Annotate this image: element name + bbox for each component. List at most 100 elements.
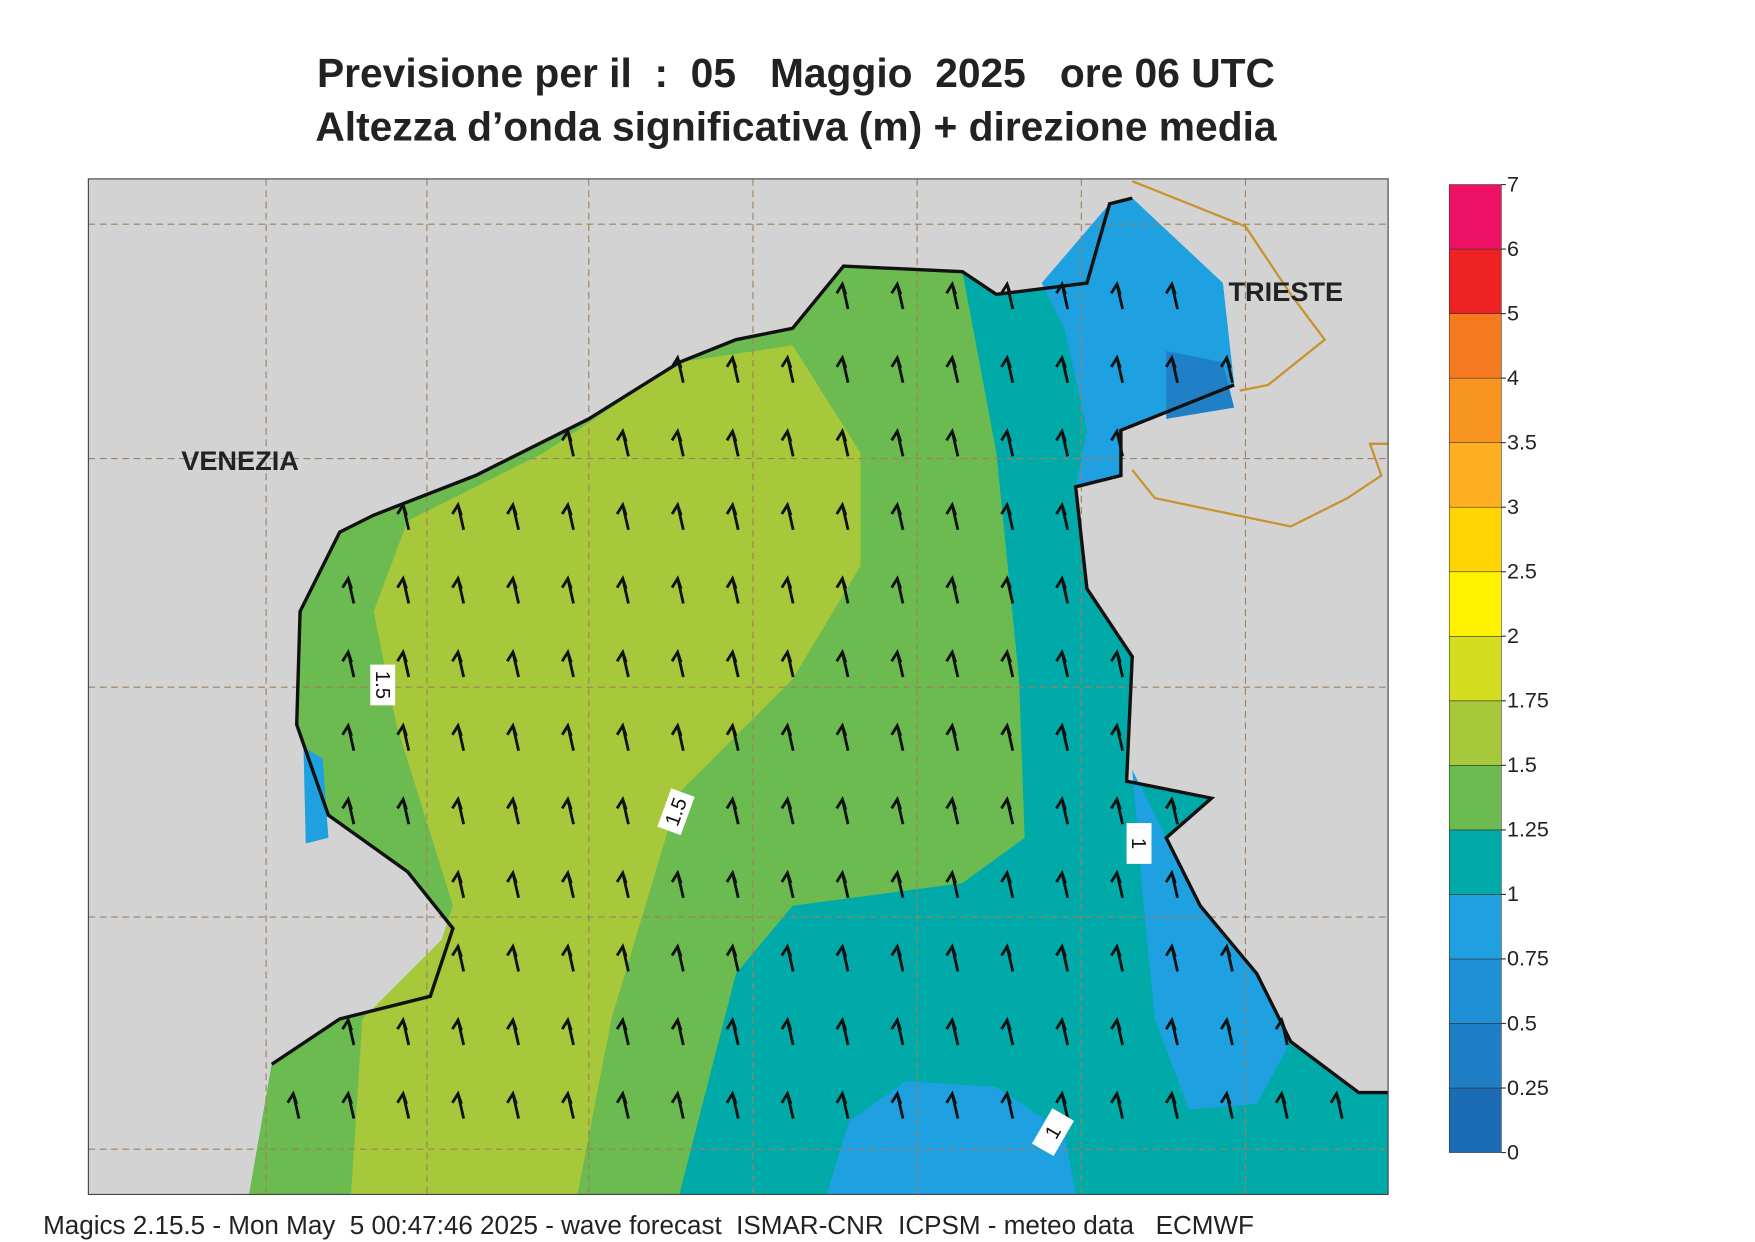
arrow (835, 722, 850, 751)
arrow (560, 428, 575, 457)
arrow (780, 943, 795, 972)
arrow (560, 501, 575, 531)
arrow (560, 1090, 575, 1119)
arrow (890, 575, 905, 604)
arrow (780, 648, 795, 678)
contour-label-text: 1 (1127, 838, 1149, 849)
colorbar: 0 0.25 0.5 0.75 1 1.25 1.5 1.75 2 2.5 3 3.5 4 5 6 7 (1448, 172, 1549, 1164)
contour-label-text: 1.5 (371, 671, 393, 699)
colorbar-bin (1448, 313, 1502, 379)
colorbar-bin (1448, 636, 1502, 702)
arrow (615, 648, 630, 678)
arrow (1055, 354, 1070, 383)
arrow (396, 501, 411, 531)
arrow (1000, 501, 1015, 531)
colorbar-bin (1448, 377, 1502, 443)
arrow (341, 722, 356, 751)
arrow (1055, 428, 1070, 457)
arrow (615, 575, 630, 604)
arrow (945, 722, 960, 751)
colorbar-label: 0.75 (1507, 947, 1549, 971)
arrow (890, 796, 905, 825)
arrow (451, 943, 466, 972)
arrow (945, 428, 960, 457)
arrow (1000, 869, 1015, 899)
contour-label-box (1126, 823, 1152, 864)
arrow (1000, 354, 1015, 383)
arrow (945, 1090, 960, 1119)
map (88, 178, 1389, 1195)
arrow (780, 428, 795, 457)
arrow (506, 648, 520, 678)
arrow (1055, 869, 1070, 899)
arrow (945, 280, 960, 310)
zone-yellowgreen (351, 345, 861, 1195)
arrow (725, 354, 740, 383)
arrow (670, 501, 685, 531)
arrow (945, 796, 960, 825)
arrow (780, 1090, 795, 1119)
arrow (506, 796, 520, 825)
arrow (1165, 1016, 1179, 1046)
colorbar-label: 1.75 (1507, 689, 1549, 713)
arrow (835, 796, 850, 825)
arrow (1000, 575, 1015, 604)
arrow (1110, 796, 1124, 825)
arrow (835, 428, 850, 457)
arrow (560, 575, 575, 604)
arrow (1110, 1016, 1124, 1046)
contour-label-box (1032, 1108, 1074, 1157)
arrow (506, 869, 520, 899)
arrow (506, 1090, 520, 1119)
colorbar-bin (1448, 765, 1502, 831)
arrow (670, 354, 685, 383)
arrow (835, 1090, 850, 1119)
arrow (725, 648, 740, 678)
arrow (835, 354, 850, 383)
arrow (396, 796, 411, 825)
arrow (945, 501, 960, 531)
arrow (1055, 280, 1070, 310)
arrow (835, 575, 850, 604)
arrow (1000, 648, 1015, 678)
colorbar-label: 2 (1507, 624, 1519, 648)
arrow (506, 575, 520, 604)
arrow (560, 943, 575, 972)
arrow (1000, 428, 1015, 457)
arrow (506, 943, 520, 972)
arrow (341, 1090, 356, 1119)
border (1131, 180, 1389, 528)
arrow (1000, 796, 1015, 825)
arrow (1110, 722, 1124, 751)
colorbar-bin (1448, 506, 1502, 573)
arrow (1055, 648, 1070, 678)
arrow (1219, 354, 1234, 383)
colorbar-label: 0.25 (1507, 1076, 1549, 1100)
arrow (670, 648, 685, 678)
arrow (725, 1090, 740, 1119)
arrow (1219, 1090, 1234, 1119)
arrow (615, 1016, 630, 1046)
arrow (1000, 1090, 1015, 1119)
colorbar-label: 1 (1507, 882, 1519, 906)
city-label: VENEZIA (181, 445, 299, 476)
arrow (890, 869, 905, 899)
arrow (725, 796, 740, 825)
colorbar-bin (1448, 1087, 1502, 1153)
arrow (615, 796, 630, 825)
arrow (835, 280, 850, 310)
arrow (1165, 943, 1179, 972)
arrow (451, 575, 466, 604)
arrow (615, 943, 630, 972)
arrow (1165, 280, 1179, 310)
arrow (725, 428, 740, 457)
arrow (1055, 722, 1070, 751)
arrow (1055, 943, 1070, 972)
arrow (560, 648, 575, 678)
arrow (835, 501, 850, 531)
arrow (780, 796, 795, 825)
arrow (890, 648, 905, 678)
arrow (670, 575, 685, 604)
colorbar-label: 0 (1507, 1140, 1519, 1164)
